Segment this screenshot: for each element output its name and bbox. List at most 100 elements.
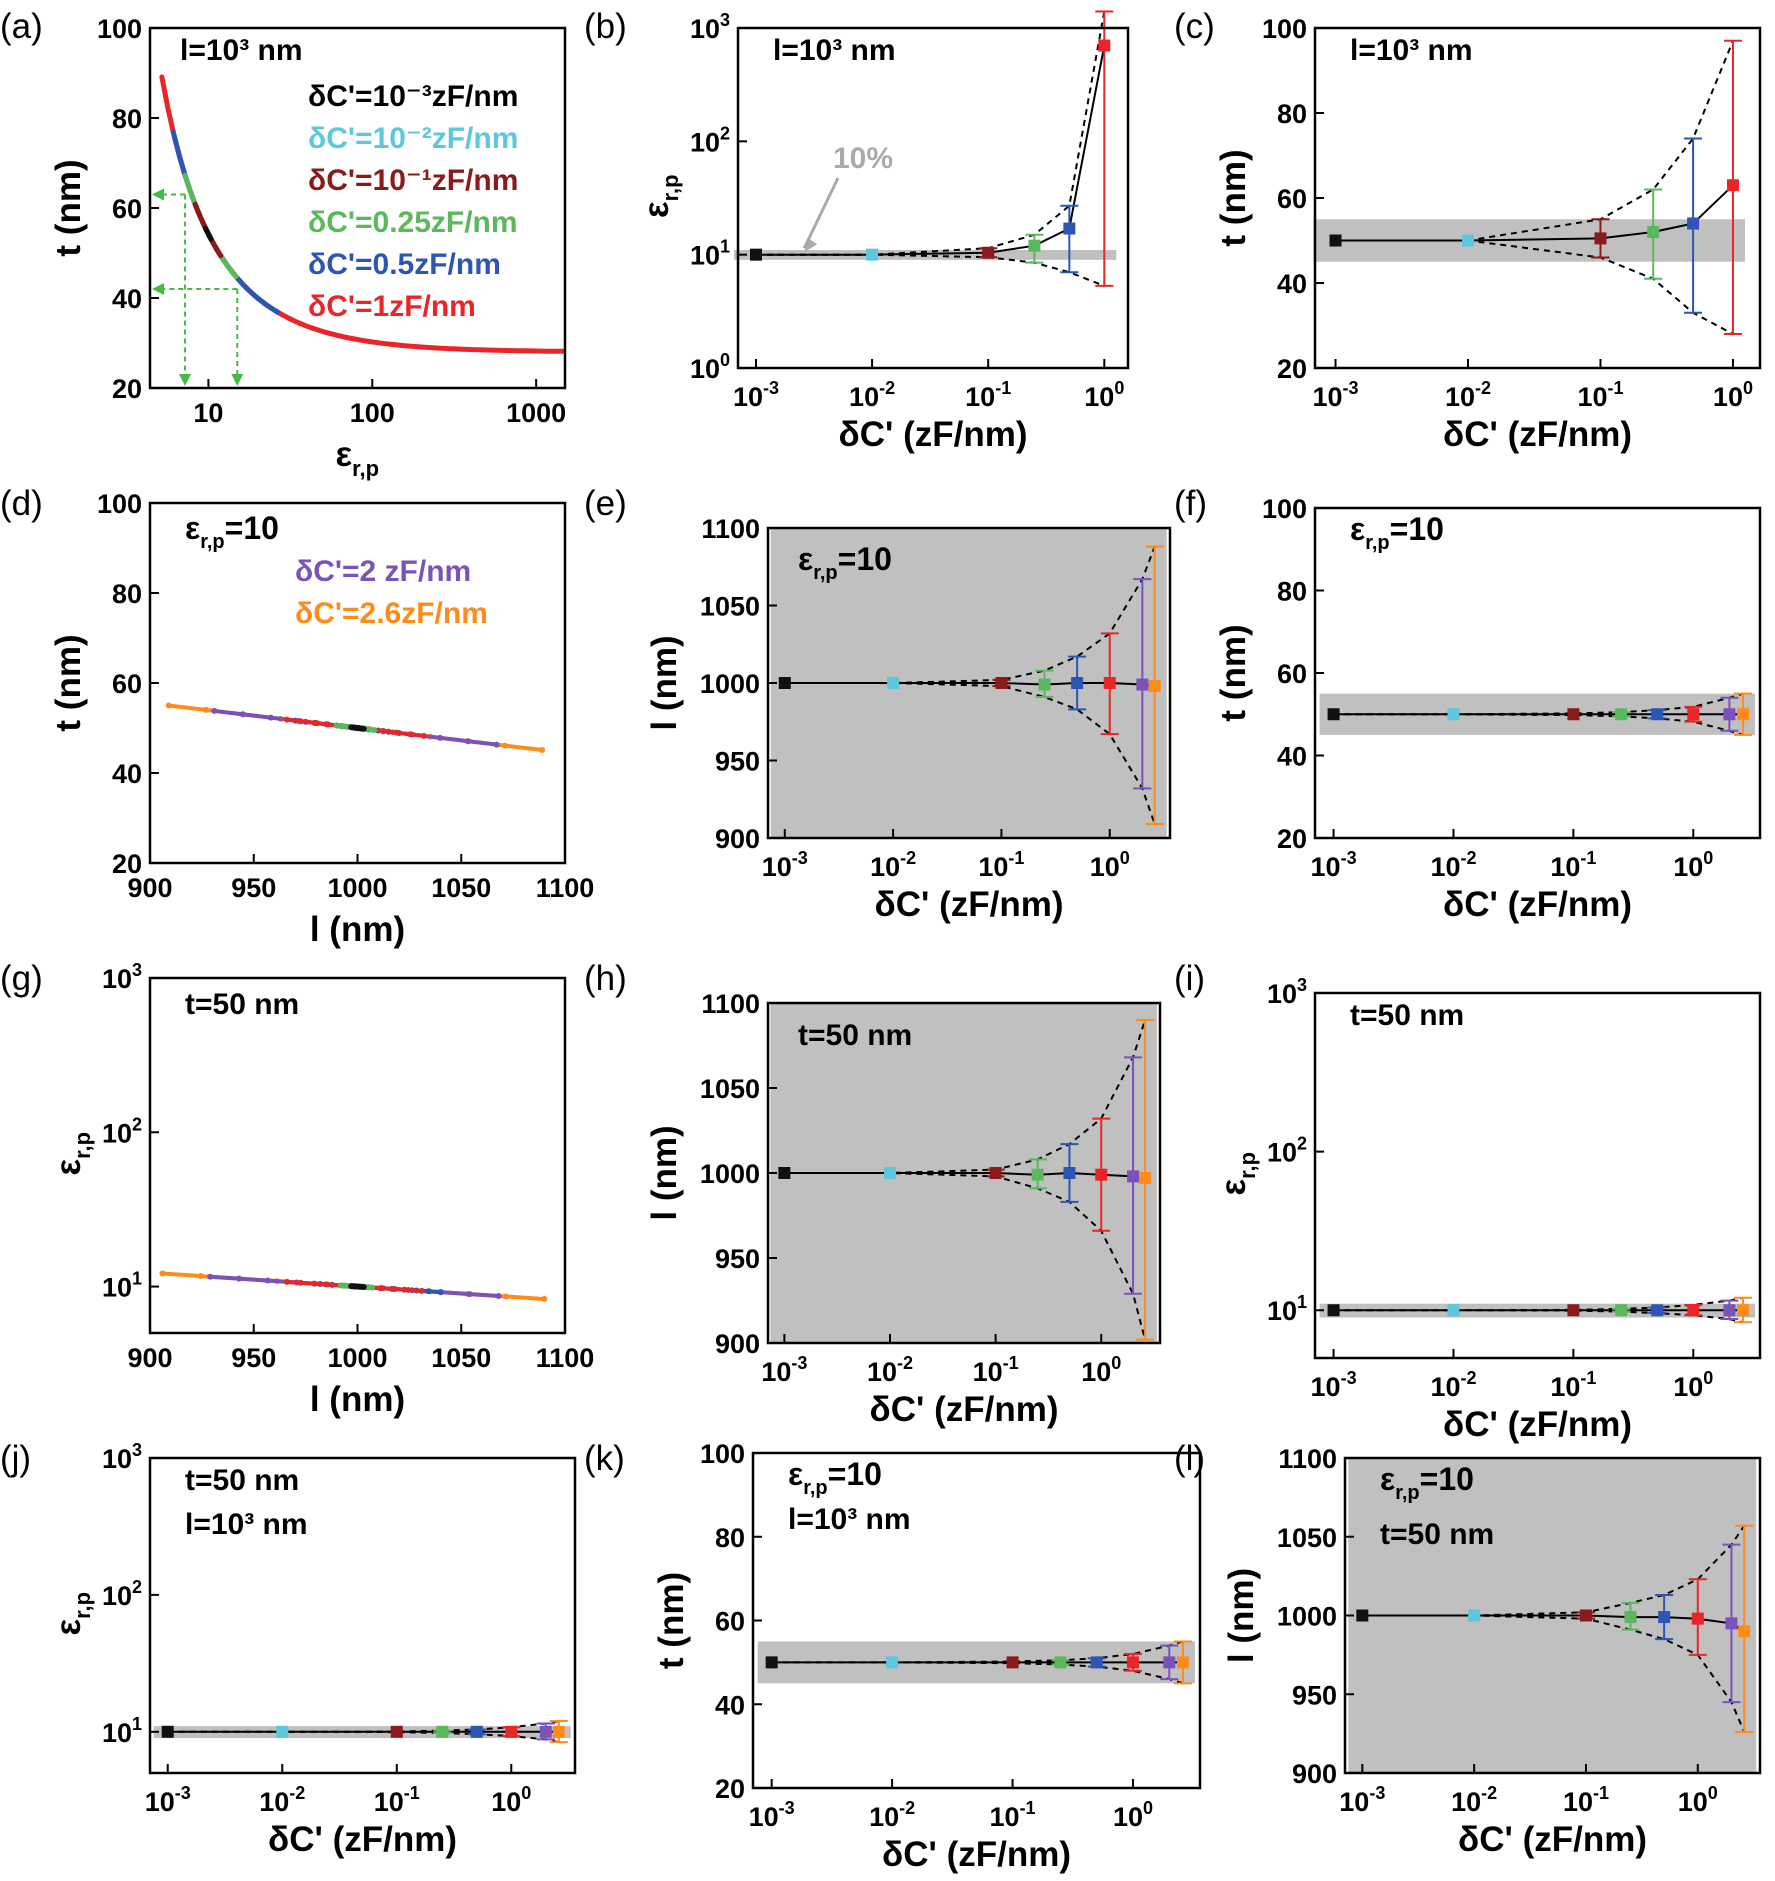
x-axis-label: l (nm) xyxy=(310,910,405,949)
line-marker xyxy=(283,1278,290,1285)
panel-annotation: εr,p=10 xyxy=(185,510,279,553)
curve-marker xyxy=(297,320,303,326)
data-point xyxy=(1624,1611,1637,1624)
y-tick-label: 950 xyxy=(715,1244,760,1274)
data-point xyxy=(989,1167,1002,1179)
line-marker xyxy=(283,716,290,723)
curve-marker xyxy=(458,346,464,352)
data-point xyxy=(866,248,879,261)
panel-annotation-2: l=10³ nm xyxy=(185,1508,308,1541)
panel-annotation-2: t=50 nm xyxy=(1380,1518,1494,1551)
data-point xyxy=(982,246,995,259)
data-point xyxy=(778,1167,791,1179)
y-tick-label: 100 xyxy=(700,1439,745,1469)
data-point xyxy=(886,1656,899,1669)
y-tick-label: 100 xyxy=(1262,494,1307,524)
panel-f: 10-3 10-2 10-1 100 20 40 60 80 100 δC' (zF/nm) t (… xyxy=(1214,494,1762,924)
y-tick-label: 900 xyxy=(715,1329,760,1359)
x-tick-label: 10-1 xyxy=(374,1783,420,1817)
curve-marker xyxy=(255,295,261,301)
upper-envelope xyxy=(756,11,1106,256)
data-point xyxy=(1098,39,1111,52)
x-tick-label: 10-2 xyxy=(259,1783,305,1817)
data-point xyxy=(1447,708,1460,721)
curve-marker xyxy=(159,74,165,80)
x-tick-label: 10-2 xyxy=(1451,1783,1497,1817)
y-tick-label: 950 xyxy=(1292,1680,1337,1710)
guide-arrow-head xyxy=(152,188,164,201)
x-tick-label: 10-2 xyxy=(1430,1368,1476,1402)
curve-marker xyxy=(550,348,556,354)
y-tick-label: 103 xyxy=(102,960,142,994)
curve-marker xyxy=(261,300,267,306)
panel-k: 10-3 10-2 10-1 100 20 40 60 80 100 δC' (zF/nm) t (… xyxy=(652,1439,1202,1874)
line-marker xyxy=(159,1270,166,1277)
y-axis-label: t (nm) xyxy=(1214,624,1253,721)
y-tick-label: 20 xyxy=(1277,354,1307,384)
curve-marker xyxy=(221,258,227,264)
y-axis-label: εr,p xyxy=(49,1132,95,1176)
curve-marker xyxy=(412,344,418,350)
legend-entry: δC'=0.25zF/nm xyxy=(308,206,518,239)
x-tick-label: 10-2 xyxy=(867,1353,913,1387)
x-tick-label: 10-1 xyxy=(1550,848,1596,882)
line-marker xyxy=(371,726,378,733)
y-tick-label: 1100 xyxy=(701,989,760,1019)
x-axis-label: l (nm) xyxy=(310,1380,405,1419)
y-tick-label: 950 xyxy=(715,747,760,777)
y-tick-label: 1100 xyxy=(701,514,760,544)
x-axis-label: δC' (zF/nm) xyxy=(882,1835,1071,1874)
line-marker xyxy=(264,1277,271,1284)
curve-marker xyxy=(273,308,279,314)
y-tick-label: 20 xyxy=(1277,824,1307,854)
panel-label-a: (a) xyxy=(0,7,43,46)
x-tick-label: 1100 xyxy=(536,873,595,903)
data-point xyxy=(1462,234,1475,247)
y-tick-label: 900 xyxy=(1292,1759,1337,1789)
data-point xyxy=(1031,1168,1044,1181)
line-marker xyxy=(393,729,400,736)
x-tick-label: 10-1 xyxy=(1563,1783,1609,1817)
data-point xyxy=(1687,217,1700,230)
data-point xyxy=(1136,678,1149,691)
curve-segment xyxy=(182,174,240,280)
line-marker xyxy=(379,728,386,735)
y-tick-label: 100 xyxy=(690,350,730,384)
line-marker xyxy=(267,714,274,721)
y-axis-label: l (nm) xyxy=(645,635,684,730)
y-axis-label: l (nm) xyxy=(645,1125,684,1220)
data-point xyxy=(539,1725,552,1738)
panel-label-k: (k) xyxy=(584,1439,625,1478)
x-tick-label: 10-2 xyxy=(849,378,895,412)
y-tick-label: 102 xyxy=(102,1577,142,1611)
lower-envelope xyxy=(756,253,1105,287)
panel-annotation: t=50 nm xyxy=(185,988,299,1021)
x-axis-label: δC' (zF/nm) xyxy=(1458,1820,1647,1859)
panel-annotation: l=10³ nm xyxy=(180,34,303,67)
data-point xyxy=(1658,1611,1671,1624)
x-tick-label: 1050 xyxy=(431,1343,491,1373)
upper-envelope xyxy=(1335,40,1734,242)
data-point xyxy=(1737,708,1750,721)
line-marker xyxy=(239,711,246,718)
x-tick-label: 10-1 xyxy=(1550,1368,1596,1402)
x-tick-label: 10-1 xyxy=(978,848,1024,882)
y-tick-label: 1050 xyxy=(700,592,760,622)
panel-i: 10-3 10-2 10-1 100 101 102 103 δC' (zF/nm) εr,p t… xyxy=(1214,975,1762,1444)
data-point xyxy=(276,1725,289,1738)
line-marker xyxy=(325,721,332,728)
x-tick-label: 100 xyxy=(491,1783,531,1817)
line-marker xyxy=(360,1283,367,1290)
data-point xyxy=(1327,708,1340,721)
plot-frame xyxy=(148,976,567,1335)
legend-entry: δC'=10⁻³zF/nm xyxy=(308,80,518,113)
x-axis-label: δC' (zF/nm) xyxy=(1443,1405,1632,1444)
y-tick-label: 102 xyxy=(690,123,730,157)
upper-envelope xyxy=(1362,1525,1746,1617)
y-tick-label: 101 xyxy=(102,1714,142,1748)
y-tick-label: 100 xyxy=(97,14,142,44)
x-tick-label: 100 xyxy=(1081,1353,1121,1387)
legend-entry: δC'=2 zF/nm xyxy=(295,555,471,588)
line-marker xyxy=(466,1291,473,1298)
